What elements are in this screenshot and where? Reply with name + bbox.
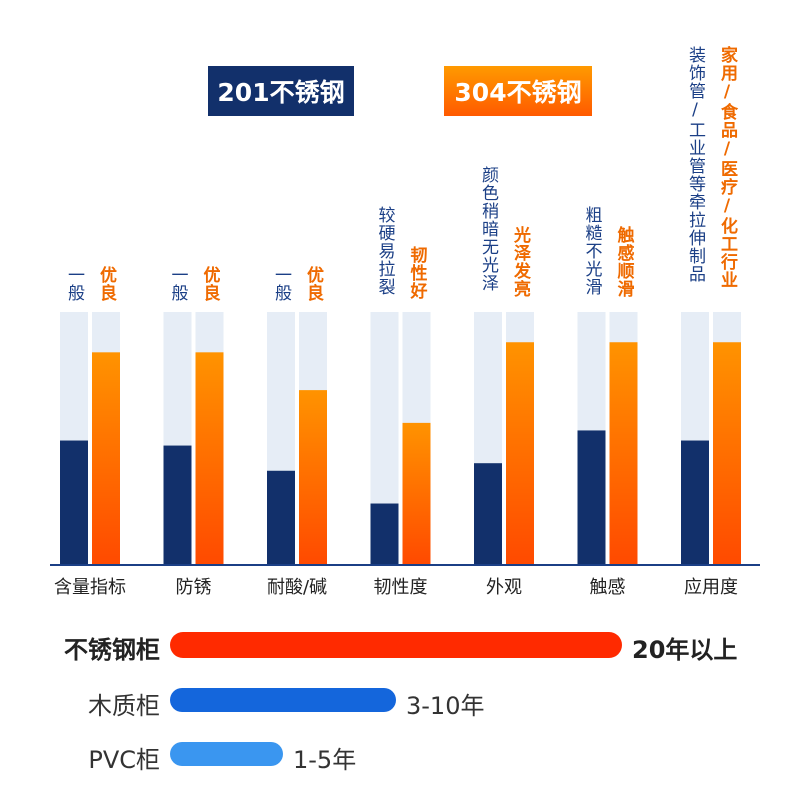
annotation-304-1: 优良 (199, 266, 220, 302)
bar-201-0 (60, 440, 88, 564)
annotation-201-3: 较硬易拉裂 (374, 206, 395, 296)
category-label-4: 外观 (486, 577, 522, 598)
legend-201-badge: 201不锈钢 (208, 66, 354, 116)
lifespan-label-0: 不锈钢柜 (64, 636, 160, 664)
annotation-304-5: 触感顺滑 (613, 226, 634, 298)
annotation-201-0: 一般 (64, 266, 84, 302)
bar-304-6 (713, 342, 741, 564)
bar-201-1 (163, 445, 192, 564)
bar-304-1 (195, 352, 224, 564)
annotation-304-6: 家用/食品/医疗/化工行业 (717, 46, 737, 289)
bar-201-4 (474, 463, 502, 564)
bar-304-2 (299, 390, 327, 564)
lifespan-value-0: 20年以上 (632, 636, 738, 664)
legend-304-badge: 304不锈钢 (444, 66, 592, 116)
lifespan-label-2: PVC柜 (88, 746, 160, 774)
annotation-201-4: 颜色稍暗无光泽 (478, 166, 498, 292)
bar-304-0 (92, 352, 120, 564)
bar-304-5 (609, 342, 638, 564)
lifespan-bar-0 (170, 632, 622, 658)
bar-304-4 (506, 342, 534, 564)
bar-201-3 (370, 503, 399, 564)
category-label-6: 应用度 (684, 577, 738, 598)
category-label-1: 防锈 (175, 577, 212, 598)
lifespan-value-2: 1-5年 (293, 746, 357, 774)
annotation-201-6: 装饰管/工业管等牵拉伸制品 (685, 46, 705, 283)
category-label-5: 触感 (589, 577, 626, 598)
bar-201-2 (267, 470, 295, 564)
annotation-304-3: 韧性好 (406, 246, 427, 300)
category-label-2: 耐酸/碱 (266, 577, 328, 598)
bar-304-3 (402, 422, 431, 564)
annotation-304-4: 光泽发亮 (510, 226, 530, 298)
category-label-3: 韧性度 (373, 577, 428, 598)
annotation-201-5: 粗糙不光滑 (581, 206, 602, 296)
lifespan-value-1: 3-10年 (406, 692, 485, 720)
bar-201-6 (681, 440, 709, 564)
lifespan-bar-2 (170, 742, 283, 766)
annotation-201-2: 一般 (271, 266, 291, 302)
bar-201-5 (577, 430, 606, 564)
category-label-0: 含量指标 (54, 577, 126, 598)
lifespan-label-1: 木质柜 (88, 692, 160, 720)
annotation-304-0: 优良 (96, 266, 116, 302)
annotation-304-2: 优良 (303, 266, 323, 302)
annotation-201-1: 一般 (167, 266, 188, 302)
lifespan-bar-1 (170, 688, 396, 712)
